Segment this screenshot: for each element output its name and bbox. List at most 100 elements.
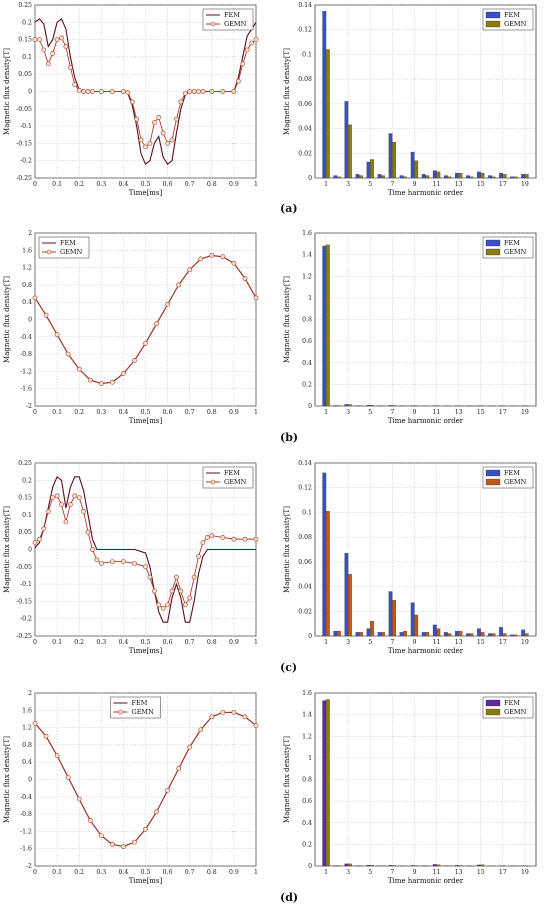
bar xyxy=(388,591,393,637)
data-point xyxy=(43,312,49,318)
y-tick-label: 0 xyxy=(308,403,312,410)
data-point xyxy=(41,526,47,532)
data-point xyxy=(65,774,71,780)
y-tick-label: 0 xyxy=(28,777,32,784)
y-tick-label: -1.2 xyxy=(20,828,32,835)
y-tick-label: 0.2 xyxy=(22,19,32,26)
legend-box xyxy=(110,696,161,719)
x-tick-label: 9 xyxy=(412,181,416,188)
bar xyxy=(410,865,415,867)
x-axis-label: Time[ms] xyxy=(129,189,163,197)
bar xyxy=(333,630,338,637)
x-tick-label: 3 xyxy=(346,181,350,188)
data-point xyxy=(253,37,259,42)
data-point xyxy=(109,379,115,385)
legend-entry: GEMN xyxy=(504,478,527,486)
data-point xyxy=(154,321,159,327)
y-tick-label: -0.1 xyxy=(20,581,32,588)
bar xyxy=(491,176,496,179)
data-point xyxy=(231,536,237,542)
y-tick-label: 0.08 xyxy=(298,76,312,83)
data-point xyxy=(220,254,226,260)
bar xyxy=(469,176,474,179)
x-tick-label: 0.7 xyxy=(185,869,195,876)
data-point xyxy=(98,381,104,386)
legend-marker xyxy=(210,21,216,27)
x-tick-label: 0 xyxy=(33,181,37,188)
chart-panel: 0 0.02 0.04 0.06 0.08 0.1 0.12 0.14 1 3 5 7 9 11 13 15 1… xyxy=(280,458,550,658)
x-tick-label: 0.9 xyxy=(229,409,239,416)
bar xyxy=(388,133,393,179)
data-point xyxy=(54,753,60,759)
data-point xyxy=(187,267,193,273)
bar xyxy=(421,174,426,179)
x-tick-label: 13 xyxy=(455,869,463,876)
legend-swatch xyxy=(485,708,501,716)
bar xyxy=(322,700,327,867)
bar xyxy=(477,864,481,867)
data-point xyxy=(154,809,159,815)
x-tick-label: 0.6 xyxy=(163,409,173,416)
bar xyxy=(466,633,470,637)
legend-swatch xyxy=(485,248,501,256)
data-point xyxy=(220,710,226,715)
x-tick-label: 11 xyxy=(433,869,441,876)
legend-swatch xyxy=(485,469,501,477)
data-point xyxy=(134,116,140,122)
plot-area xyxy=(314,4,537,179)
data-point xyxy=(132,560,137,566)
data-point xyxy=(196,554,201,559)
y-tick-label: -1.2 xyxy=(20,368,32,375)
data-point xyxy=(209,714,215,720)
data-point xyxy=(132,358,137,363)
bar xyxy=(414,614,419,637)
x-tick-label: 3 xyxy=(346,639,350,646)
y-tick-label: 1.2 xyxy=(22,725,32,732)
x-tick-label: 1 xyxy=(324,869,328,876)
x-tick-label: 0.8 xyxy=(207,409,217,416)
data-point xyxy=(45,61,51,67)
bar xyxy=(436,864,441,867)
bar xyxy=(359,175,363,179)
data-point xyxy=(196,89,201,94)
bar xyxy=(510,176,515,179)
x-tick-label: 0.4 xyxy=(118,639,128,646)
data-point xyxy=(138,137,144,143)
legend-box xyxy=(202,8,254,31)
data-point xyxy=(231,710,237,715)
x-tick-label: 11 xyxy=(433,409,441,416)
y-tick-label: 0.2 xyxy=(302,381,312,388)
bar xyxy=(510,634,515,637)
data-point xyxy=(50,51,56,56)
caption-d: (d) xyxy=(280,891,299,904)
y-tick-label: -1.6 xyxy=(20,846,32,853)
bar xyxy=(344,553,349,637)
data-point xyxy=(45,509,51,514)
x-tick-label: 1 xyxy=(324,181,328,188)
x-tick-label: 1 xyxy=(254,869,258,876)
y-tick-label: 0.04 xyxy=(298,126,312,133)
y-tick-label: -0.15 xyxy=(16,140,32,147)
x-axis-label: Time harmonic order xyxy=(388,417,464,425)
data-point xyxy=(72,493,78,499)
bar xyxy=(466,175,470,179)
x-tick-label: 0.8 xyxy=(207,869,217,876)
bar xyxy=(392,865,397,867)
bar xyxy=(488,633,492,637)
chart-panel: -0.25 -0.2 -0.15 -0.1 -0.05 0 0.05 0.1 0.15 0.2 0.… xyxy=(0,0,270,200)
bar xyxy=(325,511,330,637)
bar xyxy=(524,633,529,637)
y-tick-label: 0.6 xyxy=(302,338,312,345)
data-point xyxy=(253,723,259,728)
y-tick-label: -0.2 xyxy=(20,158,32,165)
bar xyxy=(458,865,463,867)
y-tick-label: 0.1 xyxy=(302,51,312,58)
legend-entry: FEM xyxy=(504,239,520,247)
y-tick-label: 1.6 xyxy=(22,247,32,254)
legend-box xyxy=(38,236,90,259)
